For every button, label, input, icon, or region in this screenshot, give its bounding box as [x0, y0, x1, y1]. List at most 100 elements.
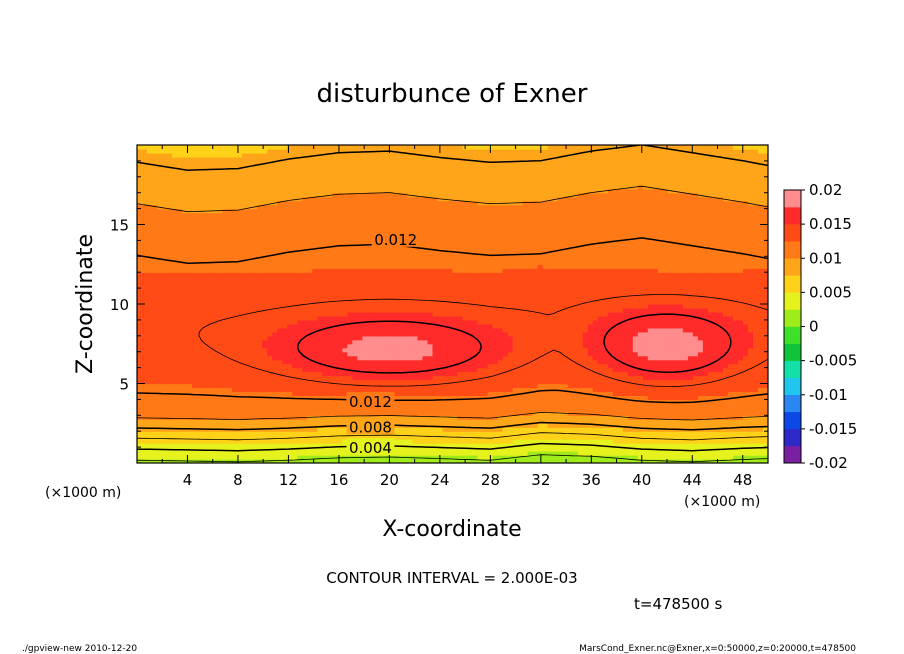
field-cell [597, 411, 604, 416]
field-cell [387, 331, 394, 337]
field-cell [287, 331, 293, 337]
field-cell [307, 304, 313, 309]
field-cell [732, 387, 739, 393]
field-cell [632, 311, 639, 317]
field-cell [727, 363, 734, 369]
field-cell [187, 415, 193, 420]
field-cell [307, 387, 313, 393]
field-cell [607, 347, 614, 353]
field-cell [342, 339, 348, 345]
field-cell [617, 415, 624, 420]
field-cell [592, 367, 599, 373]
field-cell [207, 339, 213, 345]
field-cell [297, 319, 303, 325]
field-cell [642, 391, 649, 397]
field-cell [412, 391, 419, 397]
field-cell [657, 335, 664, 341]
field-cell [172, 435, 178, 440]
field-cell [327, 435, 333, 440]
field-cell [287, 439, 293, 444]
field-cell [672, 315, 679, 321]
field-cell [147, 331, 153, 337]
field-cell [142, 411, 148, 416]
field-cell [297, 427, 303, 432]
field-cell [402, 447, 409, 452]
field-cell [752, 447, 759, 452]
field-cell [517, 387, 524, 393]
field-cell [407, 304, 414, 309]
field-cell [307, 427, 313, 432]
field-cell [682, 371, 689, 377]
field-cell [407, 447, 414, 452]
field-cell [487, 379, 494, 385]
field-cell [692, 339, 699, 345]
field-cell [412, 375, 419, 381]
field-cell [572, 335, 579, 341]
field-cell [677, 327, 684, 333]
field-cell [237, 403, 243, 408]
field-cell [342, 307, 348, 313]
field-cell [482, 383, 489, 389]
field-cell [487, 403, 494, 408]
field-cell [607, 391, 614, 397]
field-cell [547, 415, 554, 420]
field-cell [547, 439, 554, 444]
field-cell [142, 423, 148, 428]
field-cell [542, 399, 549, 404]
field-cell [227, 415, 233, 420]
field-cell [467, 447, 474, 452]
field-cell [652, 435, 659, 440]
field-cell [382, 311, 388, 317]
field-cell [187, 443, 193, 448]
field-cell [632, 419, 639, 424]
field-cell [477, 375, 484, 381]
field-cell [282, 355, 288, 361]
field-cell [252, 435, 258, 440]
field-cell [657, 371, 664, 377]
field-cell [377, 435, 383, 440]
field-cell [312, 399, 318, 404]
field-cell [687, 315, 694, 321]
field-cell [312, 419, 318, 424]
field-cell [432, 347, 439, 353]
field-cell [212, 419, 218, 424]
field-cell [407, 347, 414, 353]
field-cell [242, 335, 248, 341]
field-cell [457, 423, 464, 428]
field-cell [487, 367, 494, 373]
field-cell [732, 355, 739, 361]
field-cell [662, 455, 669, 460]
field-cell [677, 359, 684, 365]
field-cell [717, 327, 724, 333]
field-cell [482, 335, 489, 341]
field-cell [652, 307, 659, 313]
field-cell [467, 327, 474, 333]
field-cell [637, 451, 644, 456]
field-cell [537, 443, 544, 448]
field-cell [217, 459, 223, 463]
field-cell [542, 431, 549, 436]
field-cell [372, 315, 378, 321]
field-cell [752, 311, 759, 317]
field-cell [442, 307, 449, 313]
field-cell [677, 439, 684, 444]
field-cell [642, 427, 649, 432]
field-cell [697, 347, 704, 353]
field-cell [637, 379, 644, 385]
field-cell [727, 435, 734, 440]
field-cell [402, 335, 409, 341]
field-cell [232, 435, 238, 440]
field-cell [582, 451, 589, 456]
field-cell [162, 355, 168, 361]
field-cell [257, 343, 263, 349]
field-cell [277, 367, 283, 373]
field-cell [437, 363, 444, 369]
field-cell [302, 459, 308, 463]
field-cell [387, 304, 394, 309]
field-cell [682, 415, 689, 420]
field-cell [427, 383, 434, 389]
field-cell [217, 447, 223, 452]
field-cell [502, 403, 509, 408]
field-cell [452, 407, 459, 412]
field-cell [622, 323, 629, 329]
